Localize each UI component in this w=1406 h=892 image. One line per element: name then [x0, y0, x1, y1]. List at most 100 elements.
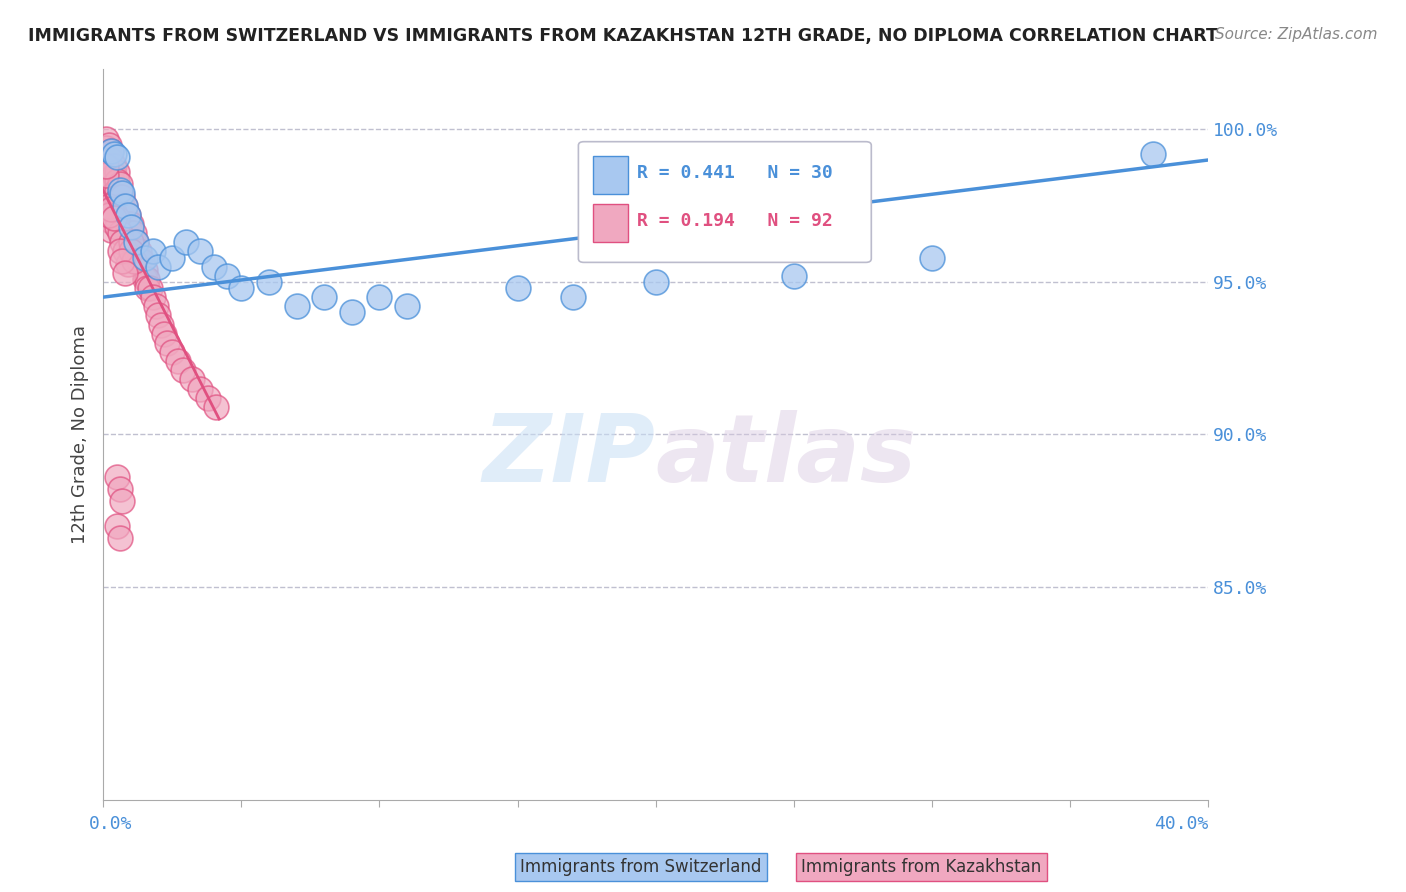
Point [105, 202, 128, 216]
Point [111, 253, 134, 268]
Point [105, 220, 128, 235]
Point [160, 251, 183, 265]
Text: 40.0%: 40.0% [1154, 815, 1208, 833]
Point [111, 208, 134, 222]
Point [100, 144, 122, 158]
Point [111, 199, 134, 213]
Point [117, 229, 139, 244]
Point [94, 150, 117, 164]
Point [120, 220, 142, 235]
Point [94, 131, 117, 145]
Point [166, 354, 188, 368]
Point [103, 195, 125, 210]
Point [340, 305, 363, 319]
Point [134, 251, 156, 265]
Point [125, 235, 148, 250]
Point [217, 268, 239, 283]
Point [97, 137, 120, 152]
Point [114, 244, 136, 259]
Point [122, 226, 145, 240]
Point [257, 275, 280, 289]
FancyBboxPatch shape [578, 142, 872, 262]
Text: Immigrants from Switzerland: Immigrants from Switzerland [520, 858, 762, 876]
Text: R = 0.194   N = 92: R = 0.194 N = 92 [637, 211, 832, 229]
Point [108, 208, 131, 222]
Point [172, 363, 194, 377]
Point [188, 244, 211, 259]
Point [97, 178, 120, 192]
Point [108, 184, 131, 198]
FancyBboxPatch shape [593, 204, 628, 242]
Y-axis label: 12th Grade, No Diploma: 12th Grade, No Diploma [72, 325, 89, 544]
Point [117, 208, 139, 222]
Point [108, 226, 131, 240]
Point [111, 494, 134, 508]
Point [105, 518, 128, 533]
Point [111, 235, 134, 250]
Point [285, 299, 308, 313]
Point [114, 208, 136, 222]
Point [103, 186, 125, 201]
Point [117, 208, 139, 222]
Point [188, 382, 211, 396]
Point [122, 253, 145, 268]
Point [105, 184, 128, 198]
Point [94, 141, 117, 155]
Point [103, 211, 125, 225]
Point [114, 220, 136, 235]
Point [148, 260, 170, 274]
Point [97, 146, 120, 161]
Point [103, 159, 125, 173]
Point [783, 268, 806, 283]
Point [100, 153, 122, 167]
Point [111, 217, 134, 231]
Point [117, 257, 139, 271]
Point [156, 335, 179, 350]
Point [120, 244, 142, 259]
Point [105, 211, 128, 225]
Point [125, 244, 148, 259]
Point [122, 235, 145, 250]
Point [108, 199, 131, 213]
Point [205, 400, 228, 414]
Point [142, 244, 165, 259]
Text: Immigrants from Kazakhstan: Immigrants from Kazakhstan [801, 858, 1042, 876]
Point [142, 290, 165, 304]
Point [120, 217, 142, 231]
Point [120, 235, 142, 250]
Text: Source: ZipAtlas.com: Source: ZipAtlas.com [1215, 27, 1378, 42]
Point [100, 202, 122, 216]
Text: IMMIGRANTS FROM SWITZERLAND VS IMMIGRANTS FROM KAZAKHSTAN 12TH GRADE, NO DIPLOMA: IMMIGRANTS FROM SWITZERLAND VS IMMIGRANT… [28, 27, 1218, 45]
Point [105, 165, 128, 179]
Point [921, 251, 943, 265]
Point [94, 168, 117, 182]
Point [174, 235, 197, 250]
Point [136, 272, 159, 286]
Point [103, 146, 125, 161]
Point [114, 199, 136, 213]
Point [120, 226, 142, 240]
Point [105, 174, 128, 188]
Point [136, 281, 159, 295]
Point [231, 281, 253, 295]
Point [103, 204, 125, 219]
Point [105, 150, 128, 164]
Point [180, 372, 202, 386]
Point [100, 214, 122, 228]
Point [105, 193, 128, 207]
Text: 0.0%: 0.0% [90, 815, 132, 833]
Point [134, 262, 156, 277]
Point [100, 171, 122, 186]
Point [108, 482, 131, 496]
Text: R = 0.441   N = 30: R = 0.441 N = 30 [637, 164, 832, 182]
Point [114, 199, 136, 213]
Point [139, 281, 162, 295]
Text: atlas: atlas [655, 410, 917, 502]
Point [111, 186, 134, 201]
Point [506, 281, 529, 295]
Point [108, 531, 131, 545]
FancyBboxPatch shape [593, 156, 628, 194]
Point [134, 272, 156, 286]
Point [103, 168, 125, 182]
Point [145, 299, 167, 313]
